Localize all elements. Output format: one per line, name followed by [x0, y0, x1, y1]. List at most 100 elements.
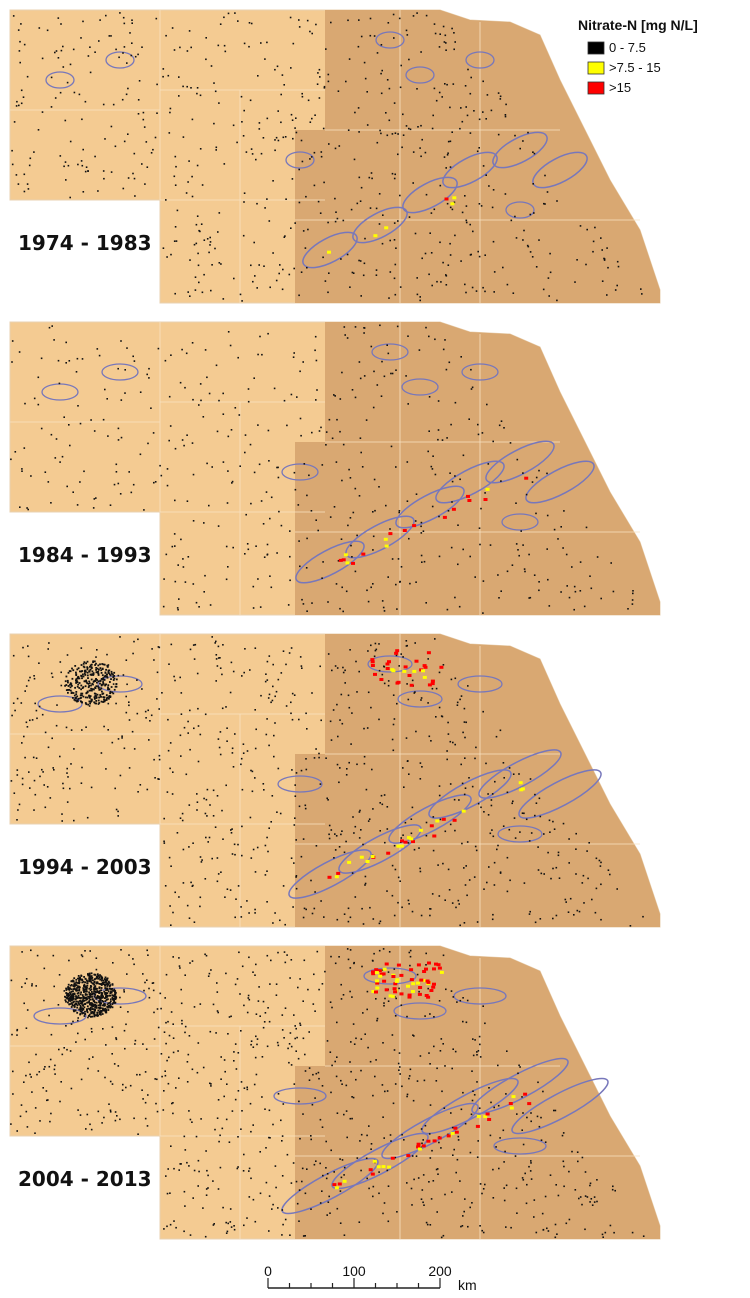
well-dot: [462, 1215, 464, 1217]
well-dot: [91, 1003, 94, 1005]
well-dot: [12, 702, 15, 704]
well-dot: [363, 762, 366, 765]
well-dot: [325, 757, 327, 759]
well-dot: [290, 1045, 293, 1048]
well-dot: [261, 1096, 263, 1098]
well-dot: [146, 1125, 149, 1127]
well-dot: [420, 1146, 422, 1149]
well-dot: [399, 86, 402, 89]
well-dot: [381, 69, 383, 72]
well-dot: [80, 697, 82, 699]
well-dot: [414, 232, 417, 235]
well-dot: [92, 672, 95, 674]
well-dot: [454, 829, 456, 832]
well-dot: [392, 749, 395, 752]
well-dot: [57, 17, 60, 19]
well-dot: [131, 22, 133, 24]
well-dot: [596, 1200, 598, 1203]
well-dot: [117, 738, 120, 740]
well-dot: [302, 916, 305, 919]
well-dot: [186, 904, 189, 907]
well-dot: [106, 675, 108, 678]
well-dot: [393, 718, 396, 720]
well-dot: [313, 1163, 316, 1166]
well-dot: [396, 702, 398, 705]
well-dot: [568, 596, 571, 599]
well-dot: [321, 1190, 323, 1192]
well-dot: [554, 1223, 557, 1226]
well-dot: [84, 1010, 86, 1013]
well-dot: [133, 1117, 135, 1120]
well-dot: [585, 263, 587, 266]
well-dot: [339, 1222, 342, 1224]
well-dot: [95, 662, 97, 665]
well-dot: [88, 1058, 91, 1060]
contour: [471, 1057, 569, 1115]
well-dot: [380, 794, 383, 797]
well-dot: [80, 688, 82, 691]
well-dot: [19, 506, 21, 508]
well-dot: [392, 1102, 395, 1105]
well-dot: [557, 538, 559, 540]
hot-dot: [412, 524, 417, 528]
well-dot: [92, 992, 95, 995]
well-dot: [294, 1037, 296, 1040]
well-dot: [511, 802, 513, 805]
well-dot: [354, 570, 357, 573]
well-dot: [94, 1001, 96, 1004]
well-dot: [106, 664, 109, 667]
well-dot: [198, 1170, 200, 1173]
well-dot: [68, 689, 71, 691]
well-dot: [378, 1171, 380, 1173]
well-dot: [241, 788, 244, 791]
well-dot: [90, 1012, 93, 1015]
well-dot: [486, 94, 489, 96]
well-dot: [528, 597, 530, 599]
hot-dot: [378, 974, 383, 978]
well-dot: [333, 394, 335, 396]
well-dot: [93, 430, 96, 432]
well-dot: [273, 387, 276, 390]
well-dot: [76, 681, 79, 683]
well-dot: [305, 567, 308, 569]
well-dot: [459, 999, 462, 1002]
well-dot: [234, 733, 236, 735]
well-dot: [250, 264, 252, 267]
well-dot: [77, 1109, 79, 1111]
well-dot: [392, 13, 395, 16]
well-dot: [388, 297, 390, 299]
well-dot: [184, 581, 187, 583]
well-dot: [80, 692, 83, 695]
well-dot: [71, 994, 74, 997]
well-dot: [298, 805, 301, 808]
well-dot: [315, 748, 317, 750]
well-dot: [307, 99, 310, 102]
well-dot: [310, 156, 313, 158]
well-dot: [77, 163, 79, 166]
well-dot: [204, 574, 206, 577]
well-dot: [303, 959, 306, 962]
well-dot: [160, 474, 163, 477]
well-dot: [405, 737, 408, 739]
well-dot: [585, 526, 588, 529]
well-dot: [84, 978, 87, 980]
well-dot: [405, 645, 408, 647]
well-dot: [86, 1011, 89, 1014]
well-dot: [415, 730, 417, 733]
well-dot: [275, 136, 278, 139]
well-dot: [65, 989, 68, 991]
well-dot: [328, 272, 330, 274]
well-dot: [450, 678, 453, 681]
well-dot: [220, 871, 222, 873]
well-dot: [420, 914, 423, 917]
well-dot: [69, 444, 71, 447]
well-dot: [264, 58, 266, 60]
well-dot: [126, 62, 128, 64]
well-dot: [191, 342, 194, 344]
well-dot: [80, 978, 83, 981]
well-dot: [125, 1023, 127, 1026]
well-dot: [529, 596, 532, 599]
well-dot: [372, 1094, 374, 1097]
well-dot: [165, 1042, 167, 1045]
well-dot: [108, 688, 111, 691]
